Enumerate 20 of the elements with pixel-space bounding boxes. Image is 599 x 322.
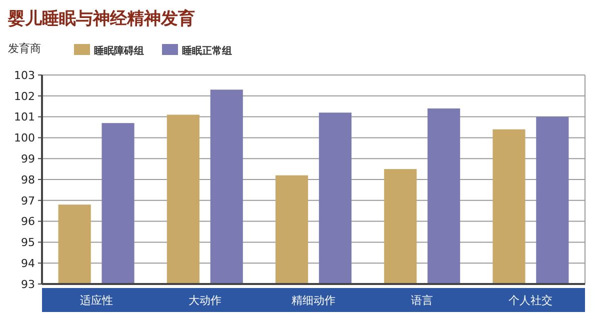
y-tick-label: 100 — [14, 132, 35, 145]
x-tick-label: 语言 — [411, 294, 434, 307]
y-tick-label: 94 — [21, 256, 35, 270]
y-tick-label: 99 — [21, 152, 35, 166]
x-tick-label: 大动作 — [188, 294, 222, 307]
chart-title: 婴儿睡眠与神经精神发育 — [7, 8, 195, 29]
y-tick-label: 95 — [21, 236, 35, 250]
y-axis-title: 发育商 — [8, 42, 41, 55]
y-tick-label: 101 — [14, 110, 35, 124]
x-tick-label: 适应性 — [80, 294, 113, 307]
y-tick-label: 102 — [14, 90, 35, 103]
legend-label: 睡眠正常组 — [182, 45, 232, 57]
y-tick-label: 97 — [21, 194, 35, 208]
y-tick-label: 103 — [14, 68, 35, 82]
x-tick-label: 精细动作 — [292, 294, 336, 307]
y-tick-label: 98 — [21, 173, 35, 186]
y-tick-label: 93 — [21, 278, 35, 291]
x-tick-label: 个人社交 — [508, 294, 553, 307]
y-tick-label: 96 — [21, 215, 35, 228]
legend-label: 睡眠障碍组 — [94, 45, 144, 57]
